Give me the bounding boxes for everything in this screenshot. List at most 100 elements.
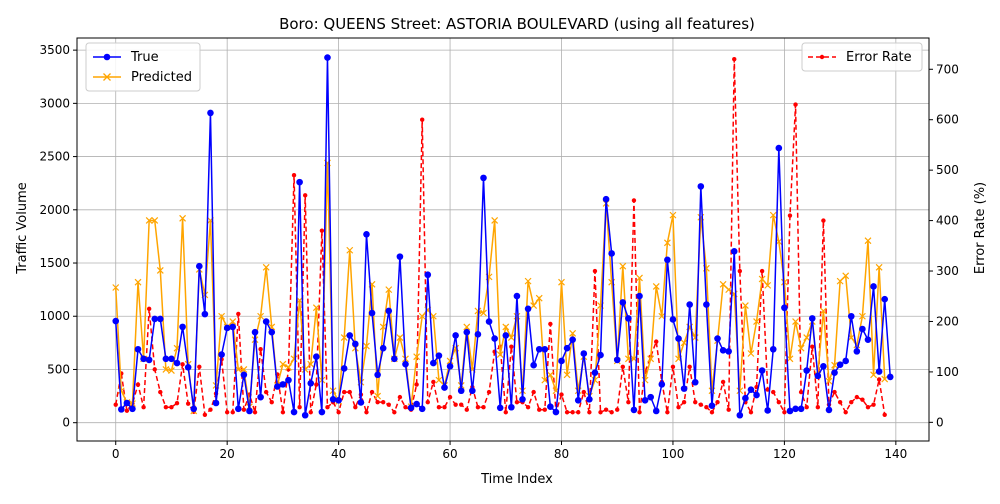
error-rate-point: [882, 412, 887, 417]
error-rate-point: [230, 410, 235, 415]
true-point: [279, 381, 287, 388]
true-point: [457, 387, 465, 395]
true-point: [223, 324, 231, 332]
error-rate-point: [124, 408, 130, 413]
error-rate-point: [241, 407, 247, 412]
y-tick-label: 500: [47, 362, 70, 376]
x-axis: 0 20 40 60 80 100 120 140: [112, 441, 907, 461]
true-point: [346, 332, 354, 339]
predicted-point: [546, 371, 554, 379]
error-rate-point: [559, 392, 564, 397]
predicted-point: [218, 312, 226, 320]
predicted-point: [429, 312, 437, 320]
error-rate-point: [380, 399, 386, 405]
predicted-point: [285, 363, 292, 371]
y2-tick-label: 100: [936, 365, 959, 379]
error-rate-point: [698, 402, 704, 407]
true-point: [781, 304, 788, 312]
error-rate-point: [113, 402, 118, 407]
true-point: [480, 174, 487, 182]
true-point: [235, 405, 242, 413]
true-point: [758, 367, 766, 374]
error-rate-point: [436, 405, 442, 410]
error-rate-point: [269, 399, 274, 405]
error-rate-point: [798, 389, 804, 395]
legend-error-label: Error Rate: [846, 50, 912, 65]
predicted-point: [875, 263, 883, 271]
predicted-point: [842, 272, 850, 280]
legend-true-marker: [103, 53, 111, 61]
predicted-point: [558, 278, 565, 286]
plot-frame: [76, 37, 930, 442]
error-rate-point: [665, 410, 670, 415]
predicted-point: [825, 377, 833, 385]
error-rate-point: [865, 405, 871, 410]
true-point: [686, 301, 693, 308]
predicted-point: [658, 312, 666, 320]
predicted-point: [346, 246, 354, 254]
x-tick-label: 120: [773, 447, 796, 461]
error-rate-point: [442, 405, 447, 410]
error-rate-point: [849, 399, 854, 405]
true-point: [296, 178, 303, 186]
error-rate-point: [158, 389, 163, 395]
true-point: [441, 384, 448, 391]
error-rate-point: [325, 405, 330, 410]
true-point: [714, 335, 721, 342]
true-point: [680, 385, 688, 392]
error-rate-point: [364, 410, 369, 415]
true-point: [424, 271, 432, 279]
true-point: [496, 404, 504, 412]
legend-error-marker: [819, 54, 825, 60]
true-point: [173, 359, 181, 367]
error-rate-point: [414, 382, 419, 387]
error-rate-point: [871, 402, 876, 407]
true-point: [435, 352, 443, 359]
error-rate-point: [615, 407, 620, 412]
true-point: [117, 406, 125, 413]
error-rate-point: [208, 407, 213, 412]
error-rate-point: [570, 410, 575, 415]
y2-tick-label: 300: [936, 264, 959, 278]
error-rate-point: [732, 56, 737, 62]
true-point: [719, 347, 727, 354]
error-rate-point: [531, 389, 536, 395]
error-rate-point: [804, 405, 809, 410]
true-point: [251, 328, 259, 336]
error-rate-point: [185, 401, 191, 406]
predicted-point: [396, 334, 404, 341]
predicted-point: [836, 277, 844, 285]
predicted-point: [719, 280, 727, 288]
error-rate-point: [336, 410, 341, 415]
error-rate-point: [353, 405, 358, 410]
predicted-point: [680, 339, 688, 347]
true-point: [218, 351, 225, 358]
error-rate-point: [347, 389, 352, 395]
true-point: [875, 368, 883, 375]
y2-tick-label: 200: [936, 314, 959, 328]
true-point: [374, 371, 381, 379]
true-point: [324, 54, 331, 61]
error-rate-point: [537, 407, 542, 412]
y-tick-label: 2000: [39, 203, 70, 217]
true-point: [268, 328, 276, 336]
error-rate-point: [180, 362, 185, 367]
true-point: [201, 310, 209, 318]
true-point: [602, 195, 610, 203]
error-rate-point: [481, 405, 486, 410]
y-axis-right: 0 100 200 300 400 500 600 700: [929, 62, 959, 429]
error-rate-point: [542, 407, 547, 412]
x-tick-label: 140: [884, 447, 907, 461]
true-point: [658, 381, 666, 388]
legend-predicted-label: Predicted: [131, 70, 192, 85]
error-rate-point: [810, 344, 815, 349]
true-point: [162, 355, 170, 363]
true-point: [474, 331, 482, 338]
true-point: [697, 183, 705, 190]
true-point: [820, 362, 827, 370]
error-rate-point: [693, 399, 698, 405]
predicted-point: [881, 375, 889, 383]
predicted-point: [758, 275, 766, 283]
error-rate-point: [854, 394, 860, 400]
